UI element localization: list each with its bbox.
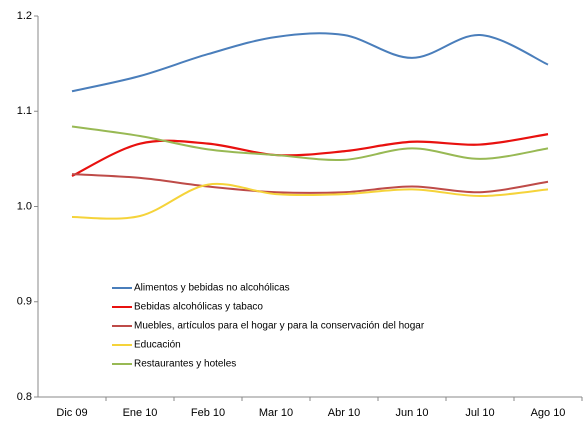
x-tick-label: Jul 10 <box>465 407 494 419</box>
y-tick-label: 1.2 <box>17 10 32 22</box>
legend: Alimentos y bebidas no alcohólicas Bebida… <box>112 283 425 370</box>
x-tick-label: Feb 10 <box>191 407 225 419</box>
legend-label: Alimentos y bebidas no alcohólicas <box>134 283 290 294</box>
series-line <box>71 133 549 178</box>
x-tick-label: Dic 09 <box>56 407 87 419</box>
series-line <box>71 182 549 220</box>
series-line <box>71 125 549 162</box>
x-tick-label: Jun 10 <box>395 407 428 419</box>
legend-label: Restaurantes y hoteles <box>134 359 236 370</box>
series-line <box>71 32 549 93</box>
y-tick-label: 1.0 <box>17 200 32 212</box>
x-tick-label: Abr 10 <box>328 407 360 419</box>
legend-label: Bebidas alcohólicas y tabaco <box>134 302 263 313</box>
y-tick-label: 0.9 <box>17 296 32 308</box>
y-tick-label: 1.1 <box>17 105 32 117</box>
x-tick-label: Ago 10 <box>531 407 566 419</box>
legend-label: Educación <box>134 340 181 351</box>
series-line <box>71 173 549 194</box>
legend-label: Muebles, artículos para el hogar y para … <box>134 321 425 332</box>
x-tick-label: Ene 10 <box>123 407 158 419</box>
x-tick-label: Mar 10 <box>259 407 293 419</box>
y-tick-label: 0.8 <box>17 391 32 403</box>
